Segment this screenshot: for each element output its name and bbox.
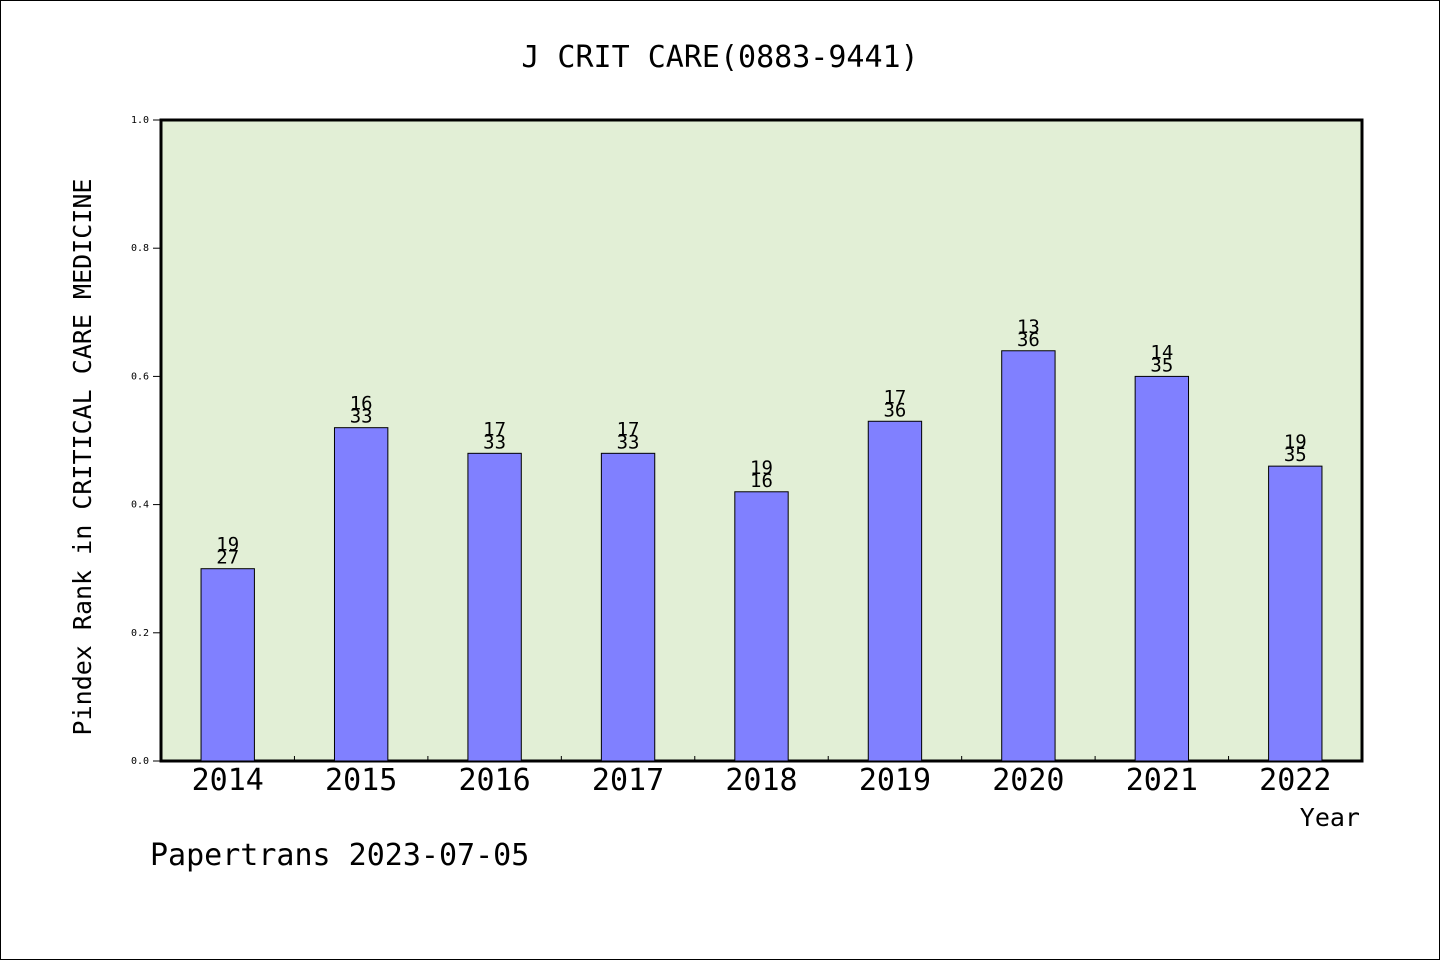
x-tick-label: 2017	[592, 763, 664, 798]
bar	[734, 491, 789, 762]
y-axis-label: Pindex Rank in CRITICAL CARE MEDICINE	[68, 179, 97, 736]
bar-label-top: 19	[750, 457, 773, 479]
bar-label-bottom: 33	[483, 431, 506, 453]
bar	[600, 452, 656, 762]
y-tick-label: 1.0	[131, 115, 149, 126]
y-axis: 0.0 0.2 0.4 0.6 0.8 1.0	[131, 115, 161, 767]
x-tick-label: 2022	[1259, 763, 1331, 798]
bar	[467, 452, 522, 762]
bar-label-bottom: 27	[216, 547, 239, 569]
bar-label-bottom: 33	[350, 406, 373, 428]
x-tick-label: 2021	[1126, 763, 1198, 798]
bar-label-top: 17	[883, 386, 906, 408]
bar	[1134, 375, 1190, 762]
bars	[200, 350, 1323, 762]
bar	[333, 427, 389, 762]
bar-label-bottom: 33	[617, 431, 640, 453]
bar	[867, 420, 923, 762]
bar	[1268, 465, 1323, 762]
bar-label-bottom: 36	[1017, 329, 1040, 351]
x-tick-label: 2015	[325, 763, 397, 798]
chart-title: J CRIT CARE(0883-9441)	[521, 40, 918, 75]
y-tick-label: 0.6	[131, 371, 149, 382]
bar-label-bottom: 36	[883, 399, 906, 421]
x-tick-label: 2018	[725, 763, 797, 798]
y-tick-label: 0.0	[131, 756, 149, 767]
bar-label-bottom: 35	[1150, 354, 1173, 376]
x-tick-label: 2019	[859, 763, 931, 798]
bar-label-bottom: 35	[1284, 444, 1307, 466]
bar-label-bottom: 16	[750, 470, 773, 492]
bar	[200, 568, 255, 762]
x-tick-label: 2014	[192, 763, 264, 798]
x-tick-label: 2016	[458, 763, 530, 798]
y-tick-label: 0.8	[131, 243, 149, 254]
x-tick-label: 2020	[992, 763, 1064, 798]
footer-note: Papertrans 2023-07-05	[150, 838, 529, 873]
y-tick-label: 0.2	[131, 628, 149, 639]
bar-label-top: 19	[1284, 431, 1307, 453]
bar-label-top: 17	[617, 418, 640, 440]
bar-label-top: 17	[483, 418, 506, 440]
bar	[1001, 350, 1056, 762]
bar-label-top: 13	[1017, 316, 1040, 338]
bar-label-top: 14	[1150, 341, 1173, 363]
x-axis: 2014 2015 2016 2017 2018 2019 2020 2021 2022	[192, 756, 1331, 798]
y-tick-label: 0.4	[131, 500, 149, 511]
bar-label-top: 19	[216, 534, 239, 556]
bar-label-top: 16	[350, 393, 373, 415]
x-axis-label: Year	[1300, 803, 1360, 832]
